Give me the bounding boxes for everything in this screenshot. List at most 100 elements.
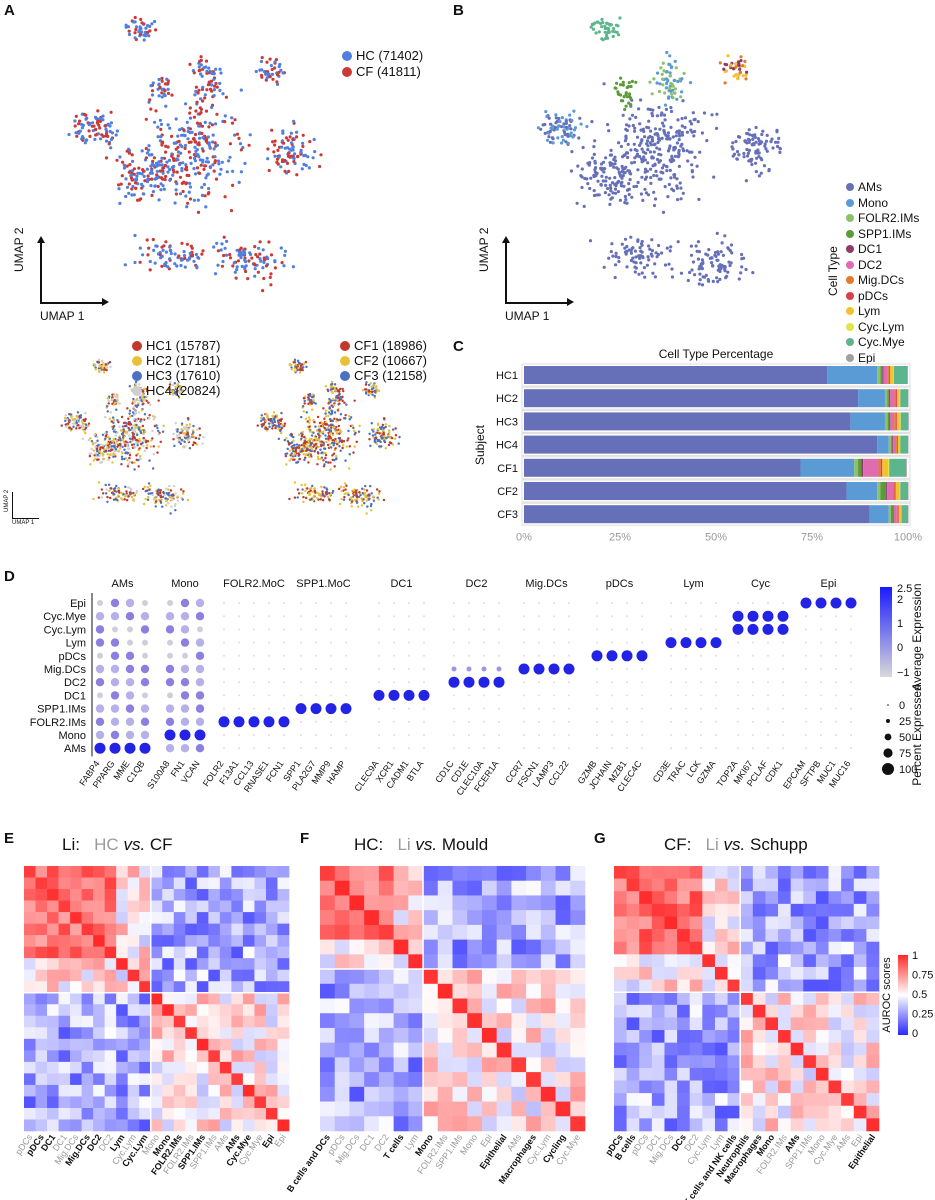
- umap-point: [214, 67, 218, 71]
- heat-cell: [231, 1073, 244, 1086]
- umap-point: [68, 426, 72, 429]
- umap-point: [135, 489, 139, 493]
- heat-cell: [24, 1084, 36, 1097]
- umap-point: [150, 169, 154, 173]
- umap-point: [341, 399, 344, 403]
- umap-point: [604, 156, 608, 160]
- heat-cell: [208, 900, 221, 913]
- umap-point: [89, 452, 93, 455]
- heat-cell: [24, 981, 36, 994]
- umap-point: [84, 417, 87, 421]
- heat-cell: [104, 958, 117, 970]
- umap-point: [134, 441, 138, 445]
- dot: [195, 598, 205, 608]
- umap-point: [106, 410, 109, 413]
- umap-point: [174, 188, 178, 192]
- dot: [408, 681, 410, 684]
- bar-segment: [908, 505, 909, 524]
- umap-point: [297, 433, 301, 437]
- umap-point: [330, 390, 334, 393]
- row-label: Cyc.Lym: [44, 624, 86, 636]
- heat-cell: [139, 1107, 152, 1120]
- umap-point: [723, 265, 727, 269]
- umap-point: [674, 66, 678, 70]
- legend-swatch: [846, 214, 854, 222]
- umap-point: [154, 505, 157, 508]
- heat-cell: [35, 866, 48, 878]
- bar-segment: [900, 412, 908, 431]
- umap-point: [308, 455, 311, 458]
- dot: [315, 720, 317, 723]
- umap-point: [604, 183, 608, 187]
- umap-point: [764, 147, 768, 151]
- umap-point: [696, 120, 700, 124]
- dot: [767, 720, 769, 723]
- umap-point: [735, 150, 740, 154]
- umap-point: [289, 433, 292, 437]
- umap-point: [564, 140, 568, 144]
- umap-point: [330, 441, 334, 445]
- umap-point: [265, 255, 269, 259]
- heat-cell: [47, 1119, 59, 1132]
- umap-point: [328, 443, 332, 446]
- umap-point: [635, 184, 639, 188]
- dot: [195, 651, 205, 660]
- dot: [330, 747, 332, 750]
- heat-cell: [162, 935, 175, 947]
- umap-point: [144, 497, 147, 501]
- heat-cell: [320, 895, 336, 911]
- umap-point: [206, 83, 210, 87]
- umap-point: [257, 246, 261, 250]
- umap-point: [146, 24, 150, 28]
- dot: [752, 681, 754, 684]
- umap-point: [330, 380, 334, 384]
- umap-point: [182, 445, 185, 448]
- umap-point: [272, 411, 276, 414]
- umap-point: [292, 453, 295, 457]
- umap-point: [101, 446, 105, 450]
- umap-point: [201, 136, 205, 140]
- umap-point: [308, 418, 312, 422]
- dot: [127, 639, 133, 646]
- heat-cell: [208, 877, 221, 890]
- umap-point: [348, 418, 351, 421]
- umap-point: [365, 489, 369, 492]
- umap-point: [612, 165, 616, 169]
- umap-point: [149, 107, 153, 111]
- dot: [596, 668, 598, 670]
- dot: [300, 628, 302, 631]
- umap-point: [121, 425, 125, 428]
- heat-cell: [93, 981, 105, 994]
- umap-point: [273, 424, 276, 427]
- umap-point: [675, 186, 679, 190]
- umap-point: [137, 383, 141, 386]
- umap-point: [316, 497, 319, 500]
- dot: [568, 602, 570, 604]
- umap-point: [675, 97, 679, 101]
- dot: [180, 638, 190, 647]
- bar-segment: [907, 366, 908, 384]
- umap-point: [243, 161, 247, 165]
- umap-point: [165, 388, 169, 392]
- umap-point: [705, 139, 709, 143]
- umap-point: [121, 160, 125, 164]
- heat-cell: [47, 866, 59, 878]
- heat-cell: [150, 1119, 163, 1132]
- umap-point: [313, 150, 317, 154]
- heat-cell: [452, 880, 468, 896]
- umap-point: [627, 248, 631, 252]
- umap-point: [286, 138, 290, 142]
- dot: [345, 694, 347, 697]
- umap-point: [389, 441, 393, 445]
- umap-point: [83, 141, 87, 145]
- heat-cell: [24, 1050, 36, 1063]
- umap-point: [383, 439, 386, 443]
- heat-cell: [162, 1073, 175, 1086]
- umap-point: [184, 434, 187, 438]
- umap-point: [114, 408, 118, 411]
- legend-label: Lym: [858, 304, 881, 318]
- gene-group-label: FOLR2.MoC: [223, 578, 285, 590]
- umap-xlabel-small: UMAP 1: [12, 520, 35, 526]
- umap-plot-cf-subjects: [256, 358, 401, 515]
- umap-point: [179, 388, 183, 391]
